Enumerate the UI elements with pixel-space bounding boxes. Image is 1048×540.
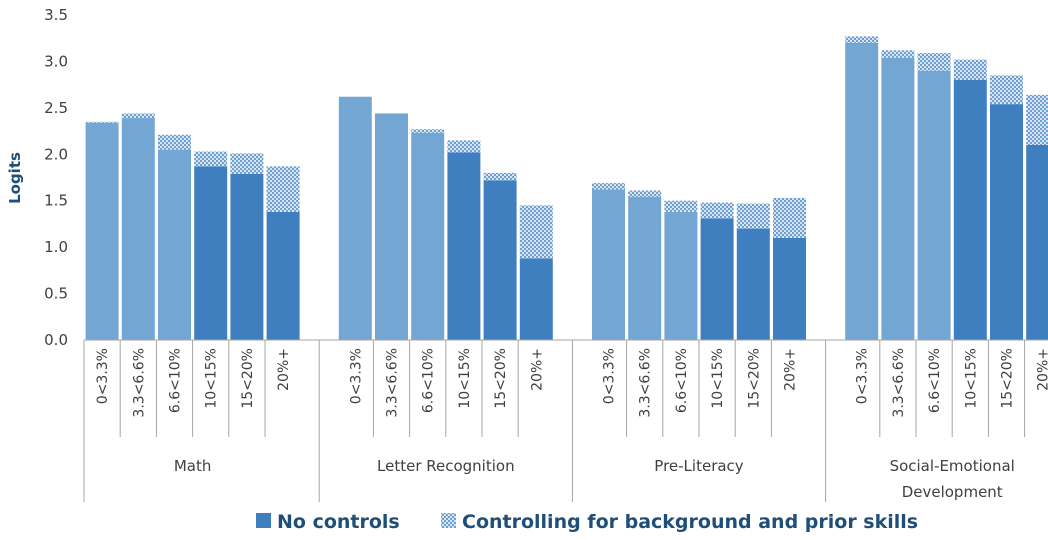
bar-controlling-pre-literacy	[736, 203, 770, 229]
bar-no-controls-social-emotional-development	[1026, 145, 1048, 340]
legend-label-no-controls: No controls	[277, 511, 400, 533]
bar-controlling-math	[194, 151, 228, 167]
bar-no-controls-math	[194, 166, 228, 340]
plot-area	[85, 36, 1048, 341]
bar-no-controls-letter-recognition	[483, 180, 517, 340]
x-tick-label: 0<3.3%	[602, 348, 618, 404]
y-tick-label: 3.5	[44, 6, 68, 24]
x-tick-label: 20%+	[1036, 348, 1048, 391]
x-tick-label: 15<20%	[1000, 348, 1016, 409]
bar-controlling-math	[230, 153, 264, 174]
bar-no-controls-social-emotional-development	[953, 80, 987, 340]
bar-controlling-social-emotional-development	[1026, 94, 1048, 145]
x-tick-label: 20%+	[276, 348, 292, 391]
x-tick-label: 3.3<6.6%	[638, 348, 654, 418]
y-tick-label: 0.5	[44, 285, 68, 303]
y-tick-label: 2.5	[44, 99, 68, 117]
y-tick-label: 0.0	[44, 331, 68, 349]
bar-no-controls-pre-literacy	[700, 218, 734, 340]
x-tick-label: 10<15%	[710, 348, 726, 409]
x-tick-label: 10<15%	[204, 348, 220, 409]
x-tick-label: 20%+	[783, 348, 799, 391]
bar-controlling-social-emotional-development	[917, 53, 951, 71]
x-axis: 0<3.3% 3.3<6.6% 6.6<10% 10<15% 15<20% 20%+ 0<3…	[83, 339, 1048, 502]
bar-controlling-letter-recognition	[483, 172, 517, 181]
x-tick-label: 3.3<6.6%	[385, 348, 401, 418]
x-tick-label: 6.6<10%	[674, 348, 690, 413]
x-tick-label: 15<20%	[240, 348, 256, 409]
bar-no-controls-pre-literacy	[628, 197, 662, 340]
x-tick-label: 3.3<6.6%	[131, 348, 147, 418]
bar-no-controls-social-emotional-development	[845, 42, 879, 340]
y-tick-label: 1.0	[44, 238, 68, 256]
bar-no-controls-letter-recognition	[519, 258, 553, 340]
bar-no-controls-social-emotional-development	[881, 57, 915, 340]
group-label: Math	[174, 457, 212, 475]
legend-swatch-no-controls	[256, 513, 271, 528]
bar-controlling-letter-recognition	[447, 140, 481, 153]
bar-no-controls-pre-literacy	[773, 237, 806, 340]
x-tick-label: 10<15%	[963, 348, 979, 409]
bar-controlling-social-emotional-development	[990, 75, 1023, 105]
bar-controlling-math	[266, 166, 300, 212]
y-tick-label: 3.0	[44, 52, 68, 70]
bar-controlling-math	[121, 113, 155, 119]
x-tick-label: 10<15%	[457, 348, 473, 409]
bar-no-controls-pre-literacy	[664, 211, 698, 340]
bar-controlling-pre-literacy	[773, 197, 806, 238]
bar-no-controls-social-emotional-development	[990, 104, 1023, 341]
bar-no-controls-pre-literacy	[592, 189, 625, 340]
bar-controlling-letter-recognition	[519, 205, 553, 259]
bar-no-controls-social-emotional-development	[917, 70, 951, 340]
x-tick-label: 0<3.3%	[855, 348, 871, 404]
x-tick-label: 0<3.3%	[95, 348, 111, 404]
bar-controlling-pre-literacy	[592, 183, 625, 190]
bar-controlling-math	[158, 134, 191, 150]
y-tick-label: 2.0	[44, 145, 68, 163]
y-axis: 0.0 0.5 1.0 1.5 2.0 2.5 3.0 3.5	[44, 6, 68, 349]
x-tick-label: 6.6<10%	[927, 348, 943, 413]
y-tick-label: 1.5	[44, 192, 68, 210]
bar-no-controls-letter-recognition	[447, 152, 481, 340]
legend-swatch-controlling	[441, 513, 456, 528]
x-tick-label: 3.3<6.6%	[891, 348, 907, 418]
bar-controlling-pre-literacy	[628, 190, 662, 197]
bar-no-controls-math	[85, 122, 119, 340]
y-axis-label: Logits	[6, 152, 24, 204]
x-tick-label: 20%+	[529, 348, 545, 391]
group-label: Development	[902, 483, 1003, 501]
bar-no-controls-math	[266, 211, 300, 340]
bar-controlling-social-emotional-development	[845, 36, 879, 43]
bar-no-controls-math	[121, 118, 155, 340]
bar-controlling-social-emotional-development	[953, 59, 987, 80]
bar-controlling-math	[85, 121, 119, 123]
group-label: Pre-Literacy	[654, 457, 744, 475]
x-tick-label: 6.6<10%	[421, 348, 437, 413]
bar-no-controls-math	[230, 173, 264, 340]
x-tick-label: 15<20%	[746, 348, 762, 409]
bar-no-controls-letter-recognition	[411, 132, 445, 340]
bar-controlling-social-emotional-development	[881, 50, 915, 58]
bar-no-controls-pre-literacy	[736, 228, 770, 340]
bar-no-controls-letter-recognition	[375, 113, 408, 340]
group-label: Social-Emotional	[890, 457, 1015, 475]
bar-no-controls-letter-recognition	[338, 96, 372, 340]
legend-label-controlling: Controlling for background and prior ski…	[462, 511, 918, 533]
bar-controlling-letter-recognition	[411, 129, 445, 133]
legend: No controls Controlling for background a…	[256, 511, 918, 533]
x-tick-label: 6.6<10%	[168, 348, 184, 413]
x-tick-label: 15<20%	[493, 348, 509, 409]
bar-no-controls-math	[158, 149, 191, 340]
bar-controlling-pre-literacy	[700, 202, 734, 219]
group-label: Letter Recognition	[377, 457, 515, 475]
x-tick-label: 0<3.3%	[348, 348, 364, 404]
bar-controlling-pre-literacy	[664, 200, 698, 212]
